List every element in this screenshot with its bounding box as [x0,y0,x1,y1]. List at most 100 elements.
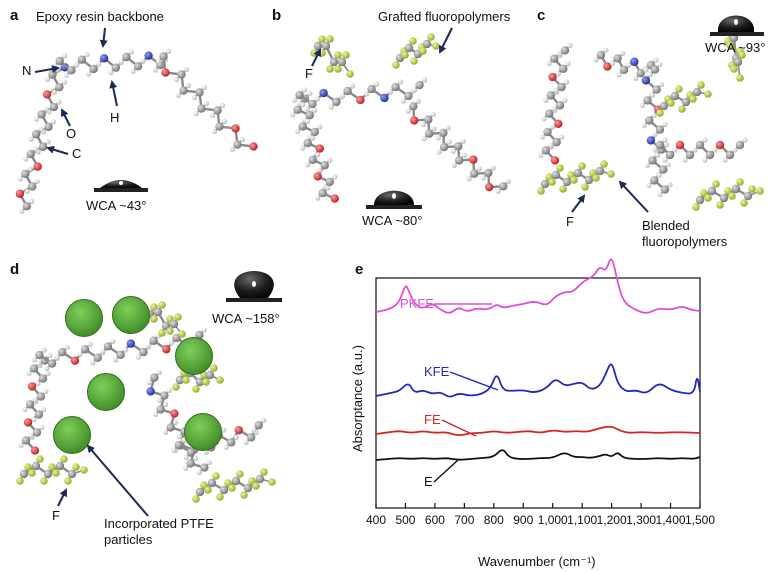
atom-h [175,92,182,99]
atom-c [596,50,606,60]
atom-h [211,128,218,135]
atom-f [334,51,342,59]
atom-h [219,102,226,109]
atom-h [651,112,657,119]
atom-h [165,48,172,55]
series-line-e [375,449,701,461]
x-tick-label: 1,400 [656,513,686,527]
wca-label-b: WCA ~80° [362,213,422,228]
atom-h [201,327,207,333]
atom-n [144,51,153,60]
atom-h [34,116,40,122]
atom-h [562,97,568,104]
atom-c [38,374,48,383]
atom-c [329,57,339,67]
atom-c [409,102,418,111]
x-tick-label: 1,000 [538,513,568,527]
atom-c [227,438,236,447]
atom-h [397,79,404,85]
atom-f [182,376,190,384]
atom-c [47,359,57,368]
atom-h [653,57,659,63]
atom-h [221,427,227,433]
atom-o [27,382,37,391]
atom-c [303,138,312,148]
atom-f [204,486,212,494]
atom-h [31,357,37,363]
atom-c [103,342,113,351]
ptfe-particle [87,373,125,411]
atom-h [63,72,70,78]
atom-c [725,150,735,160]
atom-c [670,91,680,101]
atom-h [304,106,311,112]
series-pointer-fe [441,419,477,437]
ptfe-particle [65,299,103,337]
panel-a: a Epoxy resin backbone N O C H WCA ~43° [10,7,258,214]
atom-h [156,397,162,404]
atom-f [600,160,608,168]
atom-f [342,51,350,59]
atom-h [110,338,116,345]
atom-c [337,57,347,67]
atom-f [252,482,260,490]
atom-c [233,140,242,149]
mol-b-top-atoms [291,77,428,112]
atom-h [166,387,172,394]
atom-h [113,357,119,363]
arrow-h [109,80,118,107]
atom-h [146,379,152,386]
atom-c [159,52,168,61]
atom-c [404,43,414,53]
atom-label-o: O [66,126,76,141]
atom-o [42,90,52,99]
epoxy-molecule [15,48,258,214]
atom-f [334,65,342,73]
atom-f [174,313,182,321]
ptfe-particle [53,416,91,454]
atom-f [48,463,56,471]
atom-h [325,185,331,191]
atom-o [170,409,179,418]
atom-c [21,436,31,445]
mol-c-f3-atoms [724,23,746,82]
atom-h [476,166,482,172]
atom-c [391,82,400,92]
x-tick-label: 800 [484,513,504,527]
atom-c [707,186,717,196]
atom-c [195,88,204,97]
atom-h [118,59,124,65]
series-labels: PKFE KFE FE E [400,296,499,489]
atom-n [146,387,155,396]
atom-h [44,106,50,112]
atom-h [435,135,441,141]
atom-o [231,124,240,133]
atom-c [549,54,559,63]
atom-f [419,47,427,55]
atom-c [332,97,341,107]
atom-h [543,97,549,103]
atom-h [41,406,47,413]
series-line-fe [375,425,701,437]
atom-h [405,108,411,114]
atom-c [595,166,605,176]
atom-c [116,350,125,360]
mol-a-right-bonds [157,50,254,151]
atom-c [731,184,741,194]
atom-f [570,176,578,184]
atom-c [308,155,317,164]
atom-c [643,96,652,105]
atom-f [756,187,764,195]
atom-h [450,148,456,154]
atom-h [44,77,51,83]
blended-molecule [537,23,764,211]
atom-c [197,104,206,113]
atom-h [123,347,129,353]
atom-c [648,156,657,165]
atom-f [228,484,236,492]
ptfe-label-2: particles [104,532,153,547]
atom-c [665,150,675,160]
atom-h [436,149,442,155]
atom-c [174,440,183,450]
atom-o [409,116,419,125]
